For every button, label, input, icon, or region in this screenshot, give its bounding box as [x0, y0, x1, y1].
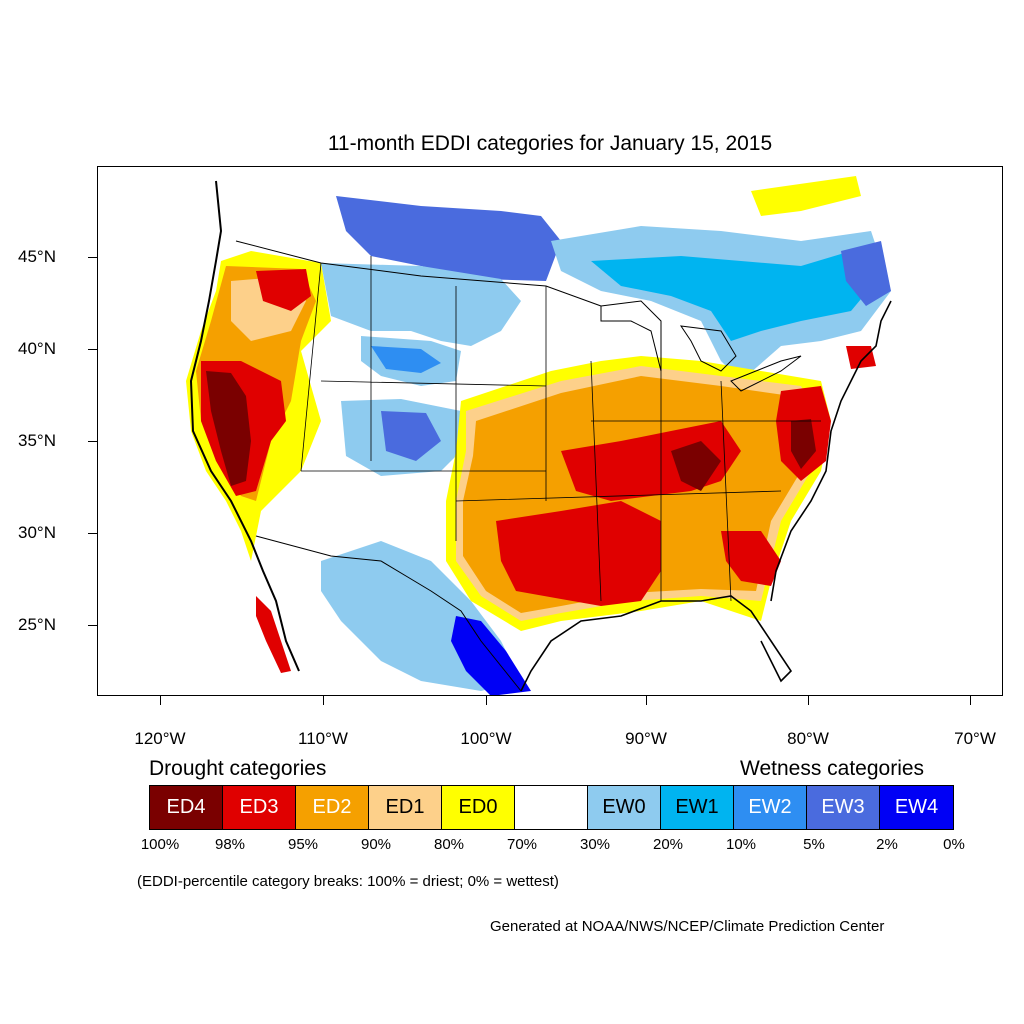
- legend-box-ed1: ED1: [369, 786, 442, 829]
- map-canvas: [186, 176, 892, 695]
- ohio-valley-ed4-region: [671, 441, 721, 491]
- california-ed4-region: [206, 371, 251, 486]
- lon-label-110: 110°W: [298, 729, 348, 748]
- legend-box-ed4: ED4: [150, 786, 223, 829]
- lon-label-70: 70°W: [954, 729, 996, 748]
- map-title: 11-month EDDI categories for January 15,…: [327, 132, 773, 155]
- credit-line: Generated at NOAA/NWS/NCEP/Climate Predi…: [490, 918, 885, 935]
- lat-label-25: 25°N: [18, 615, 56, 634]
- lon-label-120: 120°W: [134, 729, 186, 748]
- east-coastline: [770, 300, 892, 602]
- legend-colorbar: ED4 ED3 ED2 ED1 ED0 EW0 EW1 EW2 EW3 EW4: [149, 785, 954, 830]
- lat-label-35: 35°N: [18, 431, 56, 450]
- rockies-ew2-region: [371, 346, 441, 373]
- lat-label-40: 40°N: [18, 339, 56, 358]
- legend-box-ew2: EW2: [734, 786, 807, 829]
- lat-tick: [88, 441, 97, 442]
- pct-100: 100%: [140, 836, 180, 853]
- legend-label-ed1: ED1: [385, 796, 425, 818]
- four-corners-ew3-region: [381, 411, 441, 461]
- pct-90: 90%: [360, 836, 392, 853]
- legend-label-ed3: ED3: [239, 796, 279, 818]
- lon-label-90: 90°W: [625, 729, 667, 748]
- lon-label-100: 100°W: [460, 729, 512, 748]
- northeast-ew4-region: [841, 241, 891, 306]
- legend-box-ed0: ED0: [442, 786, 515, 829]
- lat-tick: [88, 349, 97, 350]
- legend-box-neutral: [515, 786, 588, 829]
- lon-tick: [323, 696, 324, 705]
- pct-30: 30%: [579, 836, 611, 853]
- legend-box-ew0: EW0: [588, 786, 661, 829]
- legend-box-ew3: EW3: [807, 786, 880, 829]
- pct-70: 70%: [506, 836, 538, 853]
- legend-label-ew2: EW2: [748, 796, 792, 818]
- pct-80: 80%: [433, 836, 465, 853]
- hudson-ed0-region: [751, 176, 861, 216]
- west-coastline: [189, 180, 300, 672]
- lat-tick: [88, 625, 97, 626]
- legend-label-ew3: EW3: [821, 796, 865, 818]
- legend-label-ed0: ED0: [458, 796, 498, 818]
- lon-tick: [486, 696, 487, 705]
- pct-0: 0%: [943, 836, 965, 853]
- lon-tick: [808, 696, 809, 705]
- legend-label-ed4: ED4: [166, 796, 206, 818]
- lon-tick: [160, 696, 161, 705]
- oregon-ed3-region: [256, 269, 311, 311]
- drought-categories-heading: Drought categories: [149, 757, 327, 780]
- legend-box-ed3: ED3: [223, 786, 296, 829]
- us-mexico-border: [255, 535, 522, 692]
- pct-98: 98%: [214, 836, 246, 853]
- legend-label-ew4: EW4: [894, 796, 939, 818]
- legend-box-ew1: EW1: [661, 786, 734, 829]
- pct-5: 5%: [803, 836, 825, 853]
- legend-label-ed2: ED2: [312, 796, 352, 818]
- pct-20: 20%: [652, 836, 684, 853]
- legend-box-ew4: EW4: [880, 786, 953, 829]
- lon-tick: [646, 696, 647, 705]
- lat-label-45: 45°N: [18, 247, 56, 266]
- eddi-map: [97, 166, 1003, 696]
- state-borders: [300, 256, 821, 602]
- new-england-ed3-region: [846, 346, 876, 369]
- legend-label-ew1: EW1: [675, 796, 719, 818]
- great-lakes-outline: [600, 300, 802, 392]
- pct-2: 2%: [876, 836, 898, 853]
- gulf-coastline: [520, 595, 793, 692]
- lon-tick: [970, 696, 971, 705]
- baja-ed3-region: [256, 596, 291, 673]
- lon-label-80: 80°W: [787, 729, 829, 748]
- legend-label-ew0: EW0: [602, 796, 646, 818]
- lat-tick: [88, 257, 97, 258]
- wetness-categories-heading: Wetness categories: [740, 757, 925, 780]
- category-breaks-note: (EDDI-percentile category breaks: 100% =…: [137, 873, 559, 890]
- pct-95: 95%: [287, 836, 319, 853]
- texas-coast-ew4-region: [451, 616, 531, 695]
- lat-tick: [88, 533, 97, 534]
- northern-border-ew3-region: [336, 196, 561, 281]
- atlantic-coast-ed4-region: [791, 419, 816, 469]
- us-canada-border: [235, 240, 602, 307]
- southeast-ed3-region: [721, 531, 781, 586]
- southern-plains-ed3-region: [496, 501, 661, 606]
- lat-label-30: 30°N: [18, 523, 56, 542]
- great-lakes-ew1-region: [591, 251, 876, 341]
- legend-box-ed2: ED2: [296, 786, 369, 829]
- pct-10: 10%: [725, 836, 757, 853]
